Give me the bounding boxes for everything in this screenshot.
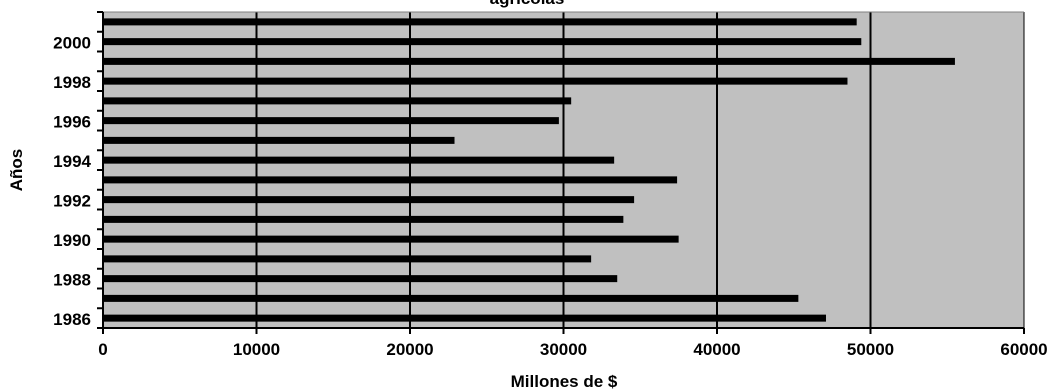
bar-1991	[103, 215, 624, 223]
bar-1999	[103, 57, 955, 65]
x-tick-label: 30000	[540, 340, 587, 359]
bar-1995	[103, 136, 455, 144]
y-tick-label: 1998	[53, 73, 91, 92]
bar-2001	[103, 18, 857, 26]
x-tick-label: 60000	[1000, 340, 1047, 359]
y-tick-label: 1986	[53, 310, 91, 329]
bar-1993	[103, 176, 678, 184]
bar-2000	[103, 38, 862, 46]
y-tick-label: 1992	[53, 192, 91, 211]
y-axis-tick-labels: 2000 1998 1996 1994 1992 1990 1988 1986	[53, 34, 91, 330]
bar-1987	[103, 294, 799, 302]
x-tick-label: 20000	[386, 340, 433, 359]
y-tick-label: 2000	[53, 34, 91, 53]
bar-1998	[103, 77, 848, 85]
x-axis-ticks	[102, 328, 1025, 334]
bar-1988	[103, 275, 618, 283]
x-tick-label: 0	[98, 340, 107, 359]
x-tick-label: 40000	[693, 340, 740, 359]
y-tick-label: 1996	[53, 113, 91, 132]
bar-1989	[103, 255, 592, 263]
bar-1997	[103, 97, 572, 105]
y-axis-ticks	[97, 11, 103, 329]
x-tick-label: 50000	[847, 340, 894, 359]
x-axis-tick-labels: 0 10000 20000 30000 40000 50000 60000	[98, 340, 1047, 359]
y-tick-label: 1990	[53, 231, 91, 250]
x-tick-label: 10000	[233, 340, 280, 359]
y-tick-label: 1994	[53, 152, 91, 171]
y-tick-label: 1988	[53, 271, 91, 290]
chart-title: agrícolas	[490, 0, 565, 8]
bar-1996	[103, 117, 559, 125]
y-axis-title: Años	[7, 149, 26, 192]
bar-1986	[103, 314, 826, 322]
bar-1994	[103, 156, 615, 164]
bars	[103, 18, 955, 322]
bar-1992	[103, 196, 635, 204]
x-axis-title: Millones de $	[511, 372, 618, 391]
bar-1990	[103, 235, 679, 243]
